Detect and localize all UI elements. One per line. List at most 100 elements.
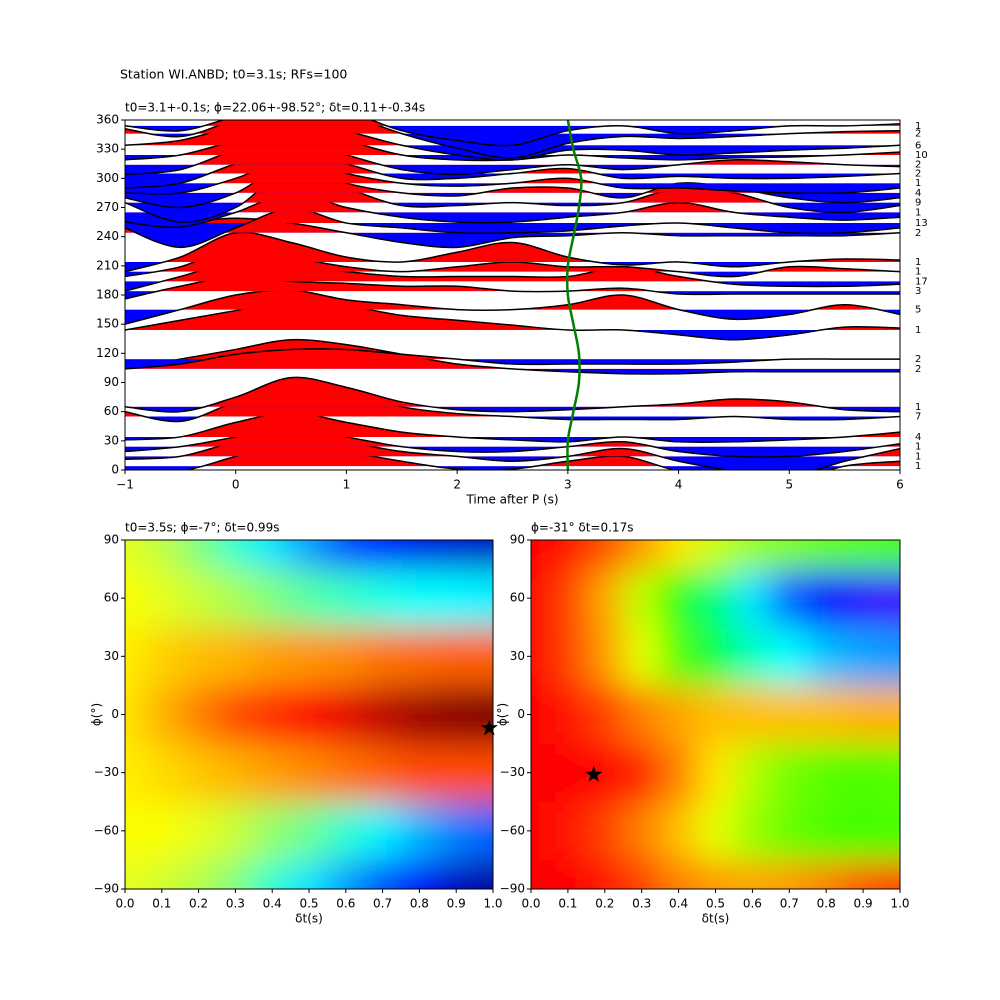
heatmap-cell [253, 569, 292, 628]
y-tick-label: 30 [104, 433, 119, 447]
x-tick-label: 0.2 [189, 897, 208, 911]
x-tick-label: 4 [675, 478, 683, 492]
heatmap-cell [474, 540, 493, 570]
heatmap-cell [770, 743, 809, 803]
heatmap-cell [437, 685, 476, 745]
heatmap-cell [125, 569, 144, 628]
heatmap-cell [531, 801, 550, 861]
trace-count: 13 [915, 218, 928, 229]
heatmap-cell [623, 743, 661, 803]
negative-fill [125, 271, 900, 277]
x-tick-label: 1.0 [483, 897, 502, 911]
y-tick-label: 60 [510, 591, 525, 605]
trace-count: 1 [915, 207, 921, 218]
x-tick-label: 0.1 [558, 897, 577, 911]
heatmap-cell [697, 540, 735, 570]
trace [125, 411, 900, 443]
heatmap-cell [586, 801, 624, 861]
heatmap-cell [125, 743, 144, 803]
heatmap-cell [364, 743, 402, 803]
heatmap-cell [807, 627, 846, 686]
trace [125, 207, 900, 249]
heatmap-cell [697, 859, 735, 889]
y-axis-label: ϕ(°) [496, 703, 510, 726]
y-tick-label: 60 [104, 591, 119, 605]
x-axis-label: Time after P (s) [465, 493, 558, 507]
trace [125, 192, 900, 228]
heatmap-cell [364, 569, 402, 628]
heatmap-cell [290, 859, 328, 889]
heatmap-cell [733, 685, 772, 745]
y-tick-label: 150 [96, 317, 119, 331]
heatmap-cell [881, 627, 900, 686]
heatmap-cell [770, 540, 809, 570]
heatmap-cell [733, 627, 772, 686]
y-tick-label: 30 [104, 649, 119, 663]
negative-fill [125, 223, 900, 248]
heatmap-cell [807, 859, 846, 889]
heatmap-cell [290, 685, 328, 745]
x-tick-label: 0.3 [226, 897, 245, 911]
heatmap-cell [180, 859, 218, 889]
x-axis-label: δt(s) [702, 912, 730, 926]
heatmap-cell [531, 743, 550, 803]
negative-fill [125, 212, 900, 228]
heatmap-cell [549, 859, 587, 889]
heatmap-cell [881, 743, 900, 803]
heatmap-cell [770, 685, 809, 745]
heatmap-cell [401, 540, 439, 570]
heatmap-cell [623, 627, 661, 686]
heatmap-cell [623, 569, 661, 628]
heatmap-cell [327, 540, 365, 570]
heatmap-cell [327, 743, 365, 803]
heatmap-cell [531, 540, 550, 570]
heatmap [531, 540, 900, 889]
positive-fill [180, 432, 900, 457]
trace-count: 7 [915, 412, 921, 423]
x-tick-label: 0.7 [373, 897, 392, 911]
heatmap-cells [531, 540, 900, 889]
plot-area [125, 120, 900, 470]
heatmap-cell [844, 685, 883, 745]
trace-count: 1 [915, 267, 921, 278]
heatmap-cell [180, 743, 218, 803]
heatmap-cell [253, 801, 292, 861]
heatmap-cell [807, 685, 846, 745]
heatmap-cell [401, 685, 439, 745]
heatmap-cell [660, 540, 698, 570]
trace-count: 2 [915, 354, 921, 365]
heatmap-cell [290, 743, 328, 803]
heatmap-cell [217, 569, 255, 628]
heatmap-cell [549, 801, 587, 861]
heatmap-cell [143, 540, 181, 570]
heatmap-cell [217, 743, 255, 803]
heatmap-cell [733, 569, 772, 628]
axes-frame [530, 539, 901, 890]
heatmap-cell [586, 627, 624, 686]
trace-count: 2 [915, 129, 921, 140]
negative-fill [125, 359, 900, 369]
axes-title: t0=3.1+-0.1s; ϕ=22.06+-98.52°; δt=0.11+-… [125, 101, 425, 115]
x-axis-label: δt(s) [295, 912, 323, 926]
heatmap-cell [290, 569, 328, 628]
heatmap-cell [217, 801, 255, 861]
x-tick-label: 0.7 [780, 897, 799, 911]
heatmap-cell [437, 569, 476, 628]
heatmap-cell [364, 685, 402, 745]
heatmap-cell [125, 685, 144, 745]
best-fit-star [480, 719, 498, 736]
positive-fill [180, 427, 900, 447]
heatmap-cell [143, 685, 181, 745]
heatmap-cell [143, 743, 181, 803]
heatmap-cell [125, 540, 144, 570]
figure-title: Station WI.ANBD; t0=3.1s; RFs=100 [120, 67, 347, 82]
y-axis-label: ϕ(°) [90, 703, 104, 726]
heatmap-cell [125, 801, 144, 861]
heatmap-cell [143, 569, 181, 628]
heatmap-cell [474, 569, 493, 628]
y-tick-label: 0 [517, 707, 525, 721]
y-tick-label: 270 [96, 200, 119, 214]
heatmap-cell [844, 569, 883, 628]
trace [125, 231, 900, 273]
negative-fill [125, 456, 900, 470]
